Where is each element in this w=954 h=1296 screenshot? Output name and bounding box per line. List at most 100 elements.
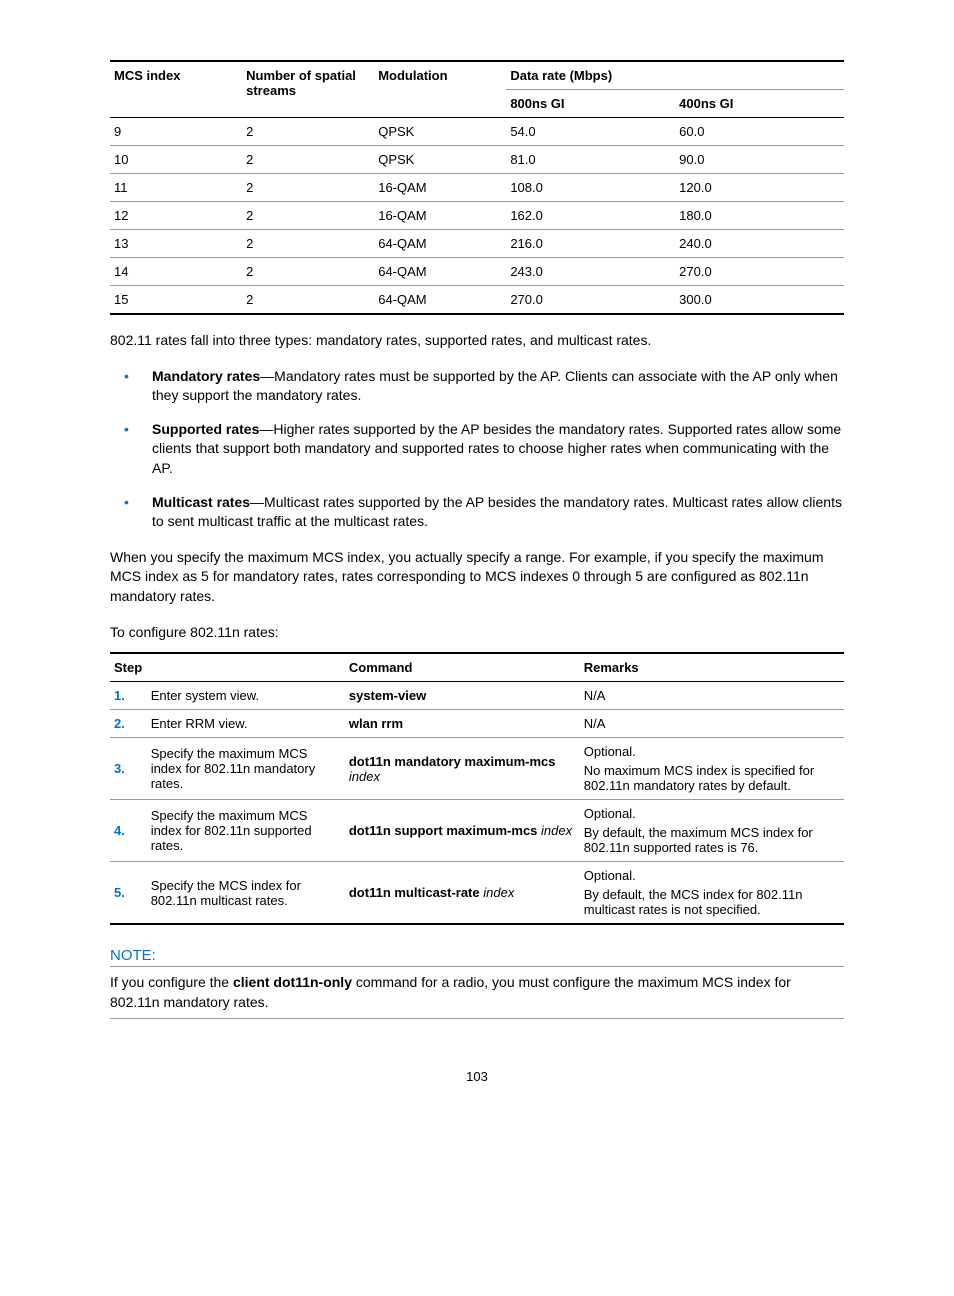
- remark-body: N/A: [584, 688, 840, 703]
- bullet-term: Supported rates: [152, 421, 259, 437]
- table-row: 2.Enter RRM view. wlan rrm N/A: [110, 710, 844, 738]
- table-cell: 14: [110, 258, 242, 286]
- col-header-400gi: 400ns GI: [675, 90, 844, 118]
- step-action: Specify the maximum MCS index for 802.11…: [147, 738, 345, 800]
- remark-optional: Optional.: [584, 868, 840, 883]
- mcs-data-rate-table: MCS index Number of spatial streams Modu…: [110, 60, 844, 315]
- table-cell: 15: [110, 286, 242, 315]
- table-cell: 16-QAM: [374, 202, 506, 230]
- command-italic: index: [537, 823, 572, 838]
- col-header-step: Step: [110, 653, 345, 682]
- table-cell: QPSK: [374, 118, 506, 146]
- note-title: NOTE:: [110, 947, 844, 967]
- step-number: 4.: [110, 800, 147, 862]
- table-cell: 60.0: [675, 118, 844, 146]
- range-paragraph: When you specify the maximum MCS index, …: [110, 548, 844, 607]
- table-row: 11216-QAM108.0120.0: [110, 174, 844, 202]
- remark-optional: Optional.: [584, 806, 840, 821]
- step-remarks: Optional.No maximum MCS index is specifi…: [580, 738, 844, 800]
- table-cell: 10: [110, 146, 242, 174]
- table-cell: 12: [110, 202, 242, 230]
- command-bold: dot11n multicast-rate: [349, 885, 480, 900]
- table-cell: 90.0: [675, 146, 844, 174]
- page-number: 103: [110, 1069, 844, 1084]
- table-cell: 300.0: [675, 286, 844, 315]
- step-remarks: N/A: [580, 710, 844, 738]
- step-action: Specify the maximum MCS index for 802.11…: [147, 800, 345, 862]
- list-item: Supported rates—Higher rates supported b…: [110, 420, 844, 479]
- table-cell: 240.0: [675, 230, 844, 258]
- table-cell: 64-QAM: [374, 258, 506, 286]
- step-command: dot11n multicast-rate index: [345, 862, 580, 925]
- command-italic: index: [480, 885, 515, 900]
- step-remarks: Optional. By default, the MCS index for 8…: [580, 862, 844, 925]
- table-row: 12216-QAM162.0180.0: [110, 202, 844, 230]
- table-cell: 11: [110, 174, 242, 202]
- command-bold: dot11n mandatory maximum-mcs: [349, 754, 556, 769]
- table-row: 102QPSK81.090.0: [110, 146, 844, 174]
- table-cell: 2: [242, 146, 374, 174]
- rate-types-list: Mandatory rates—Mandatory rates must be …: [110, 367, 844, 532]
- col-header-command: Command: [345, 653, 580, 682]
- bullet-term: Mandatory rates: [152, 368, 260, 384]
- step-command: system-view: [345, 682, 580, 710]
- remark-body: By default, the maximum MCS index for 80…: [584, 825, 840, 855]
- col-header-remarks: Remarks: [580, 653, 844, 682]
- list-item: Multicast rates—Multicast rates supporte…: [110, 493, 844, 532]
- table-row: 92QPSK54.060.0: [110, 118, 844, 146]
- table-cell: 2: [242, 286, 374, 315]
- col-header-datarate: Data rate (Mbps): [506, 61, 844, 90]
- step-action: Enter system view.: [147, 682, 345, 710]
- remark-body: No maximum MCS index is specified for 80…: [584, 763, 840, 793]
- col-header-800gi: 800ns GI: [506, 90, 675, 118]
- table-row: 13264-QAM216.0240.0: [110, 230, 844, 258]
- table-cell: 108.0: [506, 174, 675, 202]
- table-cell: 270.0: [675, 258, 844, 286]
- table-row: 3.Specify the maximum MCS index for 802.…: [110, 738, 844, 800]
- table-cell: 243.0: [506, 258, 675, 286]
- bullet-term: Multicast rates: [152, 494, 250, 510]
- col-header-streams: Number of spatial streams: [242, 61, 374, 118]
- table-cell: 2: [242, 174, 374, 202]
- table-cell: 13: [110, 230, 242, 258]
- table-cell: 162.0: [506, 202, 675, 230]
- table-cell: 16-QAM: [374, 174, 506, 202]
- step-action: Specify the MCS index for 802.11n multic…: [147, 862, 345, 925]
- note-body: If you configure the client dot11n-only …: [110, 973, 844, 1019]
- step-remarks: N/A: [580, 682, 844, 710]
- note-bold-term: client dot11n-only: [233, 974, 352, 990]
- step-action: Enter RRM view.: [147, 710, 345, 738]
- table-row: 5.Specify the MCS index for 802.11n mult…: [110, 862, 844, 925]
- command-italic: index: [349, 769, 380, 784]
- table-cell: QPSK: [374, 146, 506, 174]
- table-cell: 270.0: [506, 286, 675, 315]
- config-steps-table: Step Command Remarks 1.Enter system view…: [110, 652, 844, 925]
- table-cell: 2: [242, 202, 374, 230]
- step-remarks: Optional. By default, the maximum MCS ind…: [580, 800, 844, 862]
- table-row: 14264-QAM243.0270.0: [110, 258, 844, 286]
- step-command: dot11n support maximum-mcs index: [345, 800, 580, 862]
- step-number: 3.: [110, 738, 147, 800]
- table-cell: 64-QAM: [374, 286, 506, 315]
- list-item: Mandatory rates—Mandatory rates must be …: [110, 367, 844, 406]
- table-row: 15264-QAM270.0300.0: [110, 286, 844, 315]
- col-header-mcs: MCS index: [110, 61, 242, 118]
- intro-paragraph: 802.11 rates fall into three types: mand…: [110, 331, 844, 351]
- command-bold: dot11n support maximum-mcs: [349, 823, 538, 838]
- step-number: 1.: [110, 682, 147, 710]
- table-cell: 2: [242, 230, 374, 258]
- config-intro: To configure 802.11n rates:: [110, 623, 844, 643]
- table-cell: 180.0: [675, 202, 844, 230]
- command-bold: wlan rrm: [349, 716, 403, 731]
- remark-body: By default, the MCS index for 802.11n mu…: [584, 887, 840, 917]
- table-cell: 120.0: [675, 174, 844, 202]
- table-row: 1.Enter system view. system-view N/A: [110, 682, 844, 710]
- col-header-modulation: Modulation: [374, 61, 506, 118]
- table-cell: 9: [110, 118, 242, 146]
- step-command: wlan rrm: [345, 710, 580, 738]
- step-number: 2.: [110, 710, 147, 738]
- table-row: 4.Specify the maximum MCS index for 802.…: [110, 800, 844, 862]
- command-bold: system-view: [349, 688, 426, 703]
- step-number: 5.: [110, 862, 147, 925]
- table-cell: 54.0: [506, 118, 675, 146]
